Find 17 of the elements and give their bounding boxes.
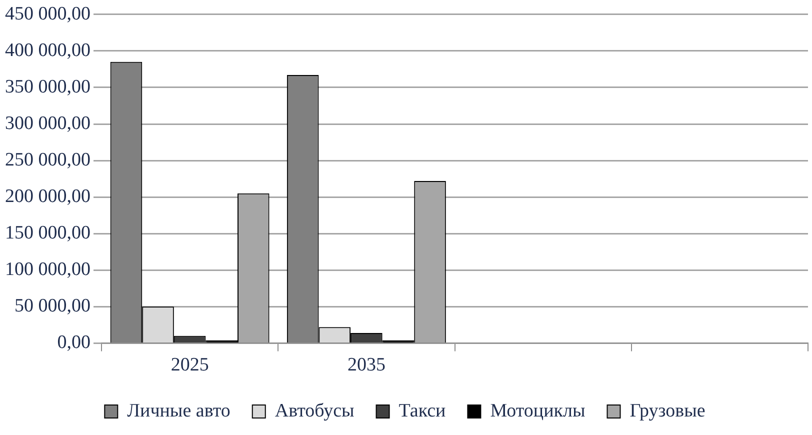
legend-label: Личные авто: [127, 400, 230, 422]
y-tick-label: 0,00: [57, 332, 90, 354]
y-tick-label: 200 000,00: [5, 186, 90, 208]
y-tick-label: 300 000,00: [5, 112, 90, 134]
legend-label: Мотоциклы: [490, 400, 586, 422]
legend-label: Такси: [398, 400, 446, 422]
y-tick-label: 250 000,00: [5, 150, 90, 171]
y-tick-label: 400 000,00: [5, 40, 90, 61]
x-tick-label: 2025: [170, 354, 209, 376]
y-tick-label: 350 000,00: [5, 76, 90, 98]
y-tick-label: 50 000,00: [14, 296, 90, 317]
y-tick-label: 100 000,00: [5, 259, 90, 280]
y-tick-label: 150 000,00: [5, 222, 90, 244]
legend-label: Грузовые: [630, 400, 706, 422]
legend-label: Автобусы: [274, 400, 355, 422]
y-tick-label: 450 000,00: [5, 3, 90, 24]
x-tick-label: 2035: [347, 354, 386, 376]
